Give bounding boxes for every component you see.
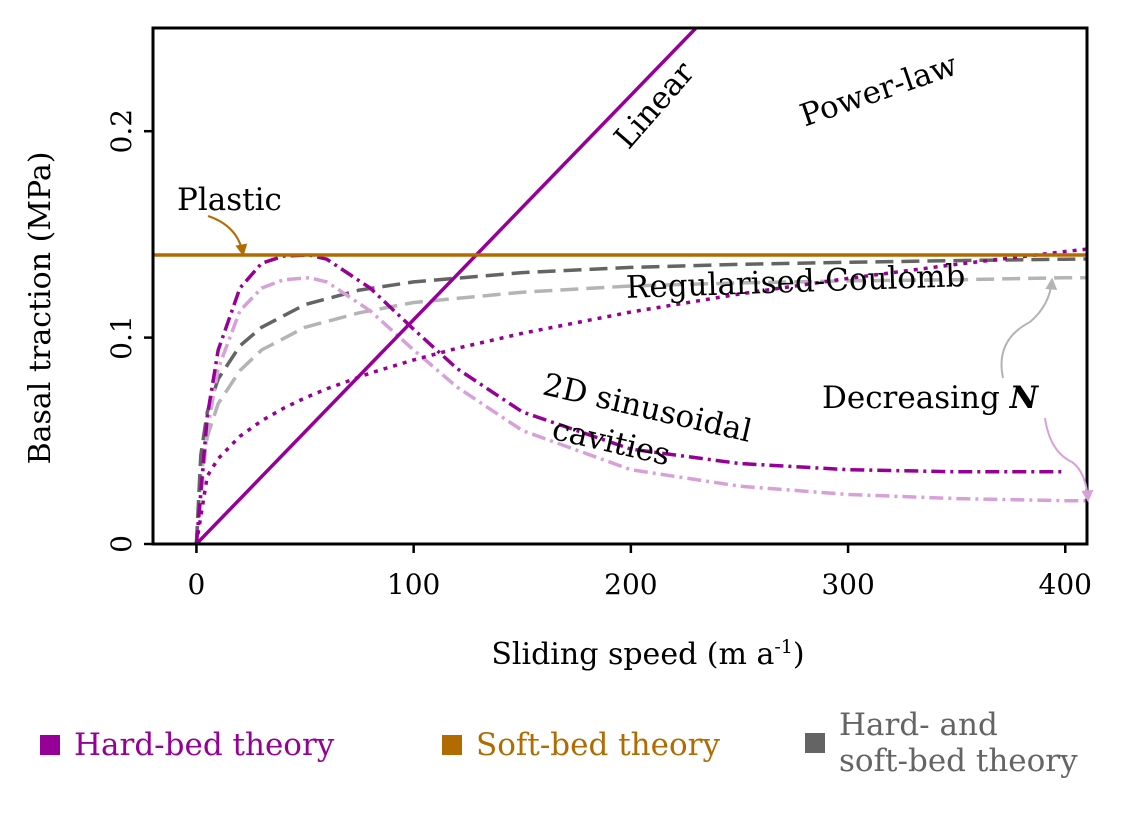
x-axis-title-end: ): [793, 637, 805, 672]
label-decreasing-n: Decreasing N: [822, 380, 1040, 416]
label-plastic: Plastic: [177, 182, 282, 218]
legend-swatch-hard-and-soft-bed: [805, 733, 825, 753]
x-axis-title-main: Sliding speed (m a: [491, 637, 774, 672]
legend-item-hard-bed: Hard-bed theory: [40, 727, 334, 763]
series-line-regularised-coulomb-low-n: [194, 275, 1087, 544]
plastic-arrow: [207, 215, 248, 257]
series-line-2d-sinusoidal-cavities-low-n: [194, 275, 1087, 544]
legend-item-soft-bed: Soft-bed theory: [442, 727, 720, 763]
legend-item-hard-and-soft-bed: Hard- and soft-bed theory: [805, 707, 1078, 779]
x-axis-title-sup: -1: [774, 636, 793, 658]
x-axis-title: Sliding speed (m a-1): [491, 636, 804, 672]
plot-frame: [151, 26, 1089, 546]
chart: 0 100 200 300 400 0 0.1 0.2 Sliding speed (m a-…: [23, 26, 1094, 672]
series-line-linear: [195, 28, 698, 544]
y-tick-label: 0.1: [105, 315, 138, 360]
legend-label-hard-bed: Hard-bed theory: [74, 727, 335, 763]
x-tick-label: 0: [188, 568, 206, 601]
x-tick-label: 100: [387, 568, 440, 601]
series-line-2d-sinusoidal-cavities-high-n: [194, 253, 1066, 544]
y-tick-label: 0.2: [105, 109, 138, 154]
label-power-law: Power-law: [796, 47, 963, 134]
decreasing-arrow-coulomb: [1000, 277, 1058, 379]
x-tick-label: 300: [821, 568, 874, 601]
decreasing-var: N: [1009, 380, 1040, 416]
tick-layer: 0 100 200 300 400 0 0.1 0.2: [105, 109, 1092, 601]
legend-label-soft-bed: Soft-bed theory: [476, 727, 720, 763]
legend: Hard-bed theory Soft-bed theory Hard- an…: [30, 705, 1130, 805]
series-line-power-law: [194, 247, 1087, 544]
decreasing-arrow-cavities: [1044, 417, 1094, 503]
series-layer: [153, 28, 1087, 544]
legend-label-hard-and-soft-bed: Hard- and soft-bed theory: [839, 707, 1078, 779]
x-tick-label: 200: [604, 568, 657, 601]
y-axis-title: Basal traction (MPa): [23, 152, 58, 465]
legend-swatch-soft-bed: [442, 735, 462, 755]
series-line-regularised-coulomb-high-n: [194, 257, 1087, 544]
y-tick-label: 0: [105, 535, 138, 553]
legend-swatch-hard-bed: [40, 735, 60, 755]
decreasing-text: Decreasing: [822, 380, 1010, 416]
x-tick-label: 400: [1039, 568, 1092, 601]
